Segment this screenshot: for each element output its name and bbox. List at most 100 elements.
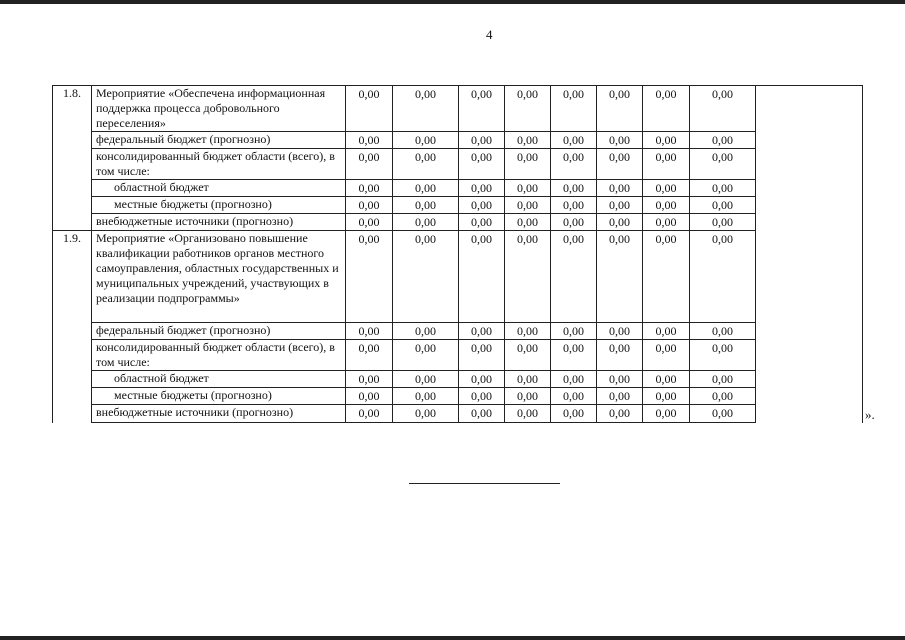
value-cell: 0,00 [642, 196, 690, 214]
value-cell: 0,00 [345, 387, 393, 405]
page-number: 4 [486, 27, 493, 42]
value-cell: 0,00 [458, 196, 505, 214]
value-cell: 0,00 [504, 322, 551, 340]
table-row: внебюджетные источники (прогнозно) 0,00 0,… [53, 213, 863, 231]
value-cell: 0,00 [458, 148, 505, 180]
row-label: Мероприятие «Организовано повышение квал… [91, 230, 346, 323]
value-cell: 0,00 [504, 85, 551, 132]
value-cell: 0,00 [504, 131, 551, 149]
value-cell: 0,00 [596, 213, 643, 231]
value-cell: 0,00 [596, 148, 643, 180]
value-cell: 0,00 [504, 196, 551, 214]
table-row: консолидированный бюджет области (всего)… [53, 339, 863, 371]
table-row: консолидированный бюджет области (всего)… [53, 148, 863, 180]
value-cell: 0,00 [345, 179, 393, 197]
value-cell: 0,00 [642, 404, 690, 423]
value-cell: 0,00 [392, 230, 459, 323]
closing-quote: ». [865, 407, 875, 422]
value-cell: 0,00 [642, 370, 690, 388]
value-cell: 0,00 [596, 230, 643, 323]
value-cell: 0,00 [550, 179, 597, 197]
value-cell: 0,00 [345, 230, 393, 323]
value-cell: 0,00 [458, 339, 505, 371]
value-cell: 0,00 [550, 339, 597, 371]
value-cell: 0,00 [345, 131, 393, 149]
value-cell: 0,00 [596, 322, 643, 340]
empty-column [755, 85, 863, 423]
value-cell: 0,00 [392, 85, 459, 132]
value-cell: 0,00 [689, 131, 756, 149]
value-cell: 0,00 [596, 85, 643, 132]
row-label: консолидированный бюджет области (всего)… [91, 339, 346, 371]
value-cell: 0,00 [689, 196, 756, 214]
value-cell: 0,00 [504, 179, 551, 197]
value-cell: 0,00 [392, 131, 459, 149]
value-cell: 0,00 [642, 85, 690, 132]
value-cell: 0,00 [392, 179, 459, 197]
value-cell: 0,00 [345, 213, 393, 231]
row-label: федеральный бюджет (прогнозно) [91, 131, 346, 149]
value-cell: 0,00 [689, 370, 756, 388]
value-cell: 0,00 [458, 85, 505, 132]
value-cell: 0,00 [550, 404, 597, 423]
value-cell: 0,00 [642, 322, 690, 340]
value-cell: 0,00 [596, 179, 643, 197]
value-cell: 0,00 [550, 213, 597, 231]
table-row: местные бюджеты (прогнозно) 0,00 0,00 0,00 0… [53, 196, 863, 214]
value-cell: 0,00 [392, 213, 459, 231]
table-row: местные бюджеты (прогнозно) 0,00 0,00 0,00 0… [53, 387, 863, 405]
item-number: 1.9. [52, 230, 92, 423]
value-cell: 0,00 [504, 148, 551, 180]
value-cell: 0,00 [596, 387, 643, 405]
row-label: областной бюджет [91, 370, 346, 388]
value-cell: 0,00 [689, 322, 756, 340]
value-cell: 0,00 [392, 339, 459, 371]
value-cell: 0,00 [550, 131, 597, 149]
value-cell: 0,00 [689, 85, 756, 132]
value-cell: 0,00 [689, 213, 756, 231]
value-cell: 0,00 [689, 387, 756, 405]
table-row: 1.9. Мероприятие «Организовано повышение … [52, 230, 863, 423]
value-cell: 0,00 [458, 213, 505, 231]
row-label: внебюджетные источники (прогнозно) [91, 213, 346, 231]
value-cell: 0,00 [392, 370, 459, 388]
row-label: консолидированный бюджет области (всего)… [91, 148, 346, 180]
item-number: 1.8. [52, 85, 92, 231]
separator-line [409, 483, 560, 484]
value-cell: 0,00 [550, 230, 597, 323]
value-cell: 0,00 [550, 196, 597, 214]
value-cell: 0,00 [458, 322, 505, 340]
value-cell: 0,00 [504, 387, 551, 405]
value-cell: 0,00 [345, 148, 393, 180]
value-cell: 0,00 [642, 230, 690, 323]
value-cell: 0,00 [689, 148, 756, 180]
value-cell: 0,00 [596, 370, 643, 388]
value-cell: 0,00 [642, 148, 690, 180]
value-cell: 0,00 [345, 370, 393, 388]
value-cell: 0,00 [689, 179, 756, 197]
row-label: внебюджетные источники (прогнозно) [91, 404, 346, 423]
value-cell: 0,00 [642, 339, 690, 371]
value-cell: 0,00 [392, 148, 459, 180]
scan-top-border [0, 0, 905, 4]
value-cell: 0,00 [550, 85, 597, 132]
value-cell: 0,00 [458, 387, 505, 405]
value-cell: 0,00 [550, 322, 597, 340]
row-label: федеральный бюджет (прогнозно) [91, 322, 346, 340]
row-label: местные бюджеты (прогнозно) [91, 387, 346, 405]
table-row: 1.8. Мероприятие «Обеспечена информационн… [52, 85, 863, 423]
value-cell: 0,00 [458, 179, 505, 197]
value-cell: 0,00 [642, 131, 690, 149]
value-cell: 0,00 [345, 85, 393, 132]
value-cell: 0,00 [596, 196, 643, 214]
table-row: областной бюджет 0,00 0,00 0,00 0,00 0,00 0,00… [53, 370, 863, 388]
value-cell: 0,00 [392, 404, 459, 423]
value-cell: 0,00 [458, 370, 505, 388]
row-label: Мероприятие «Обеспечена информационная п… [91, 85, 346, 132]
value-cell: 0,00 [689, 230, 756, 323]
value-cell: 0,00 [392, 196, 459, 214]
value-cell: 0,00 [345, 196, 393, 214]
table-row: федеральный бюджет (прогнозно) 0,00 0,00 0,… [53, 131, 863, 149]
funding-table: 1.8. Мероприятие «Обеспечена информационн… [52, 85, 863, 423]
value-cell: 0,00 [550, 148, 597, 180]
